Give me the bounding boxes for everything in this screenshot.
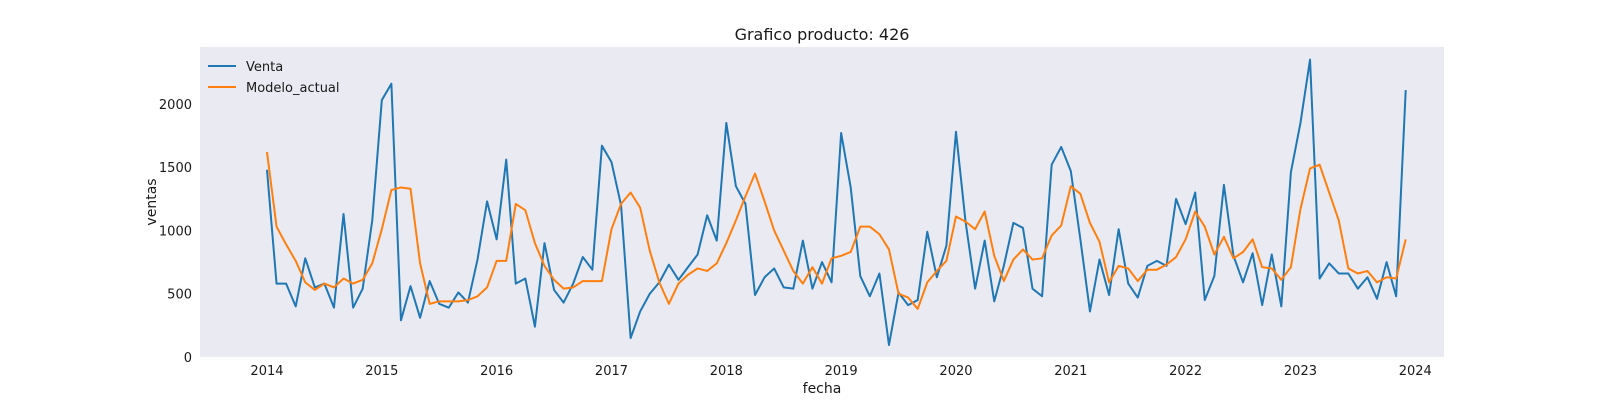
y-tick-label: 1500 <box>159 161 192 176</box>
series-line-venta <box>265 58 1407 346</box>
x-tick-label: 2021 <box>1054 364 1087 379</box>
x-tick-label: 2018 <box>710 364 743 379</box>
y-tick-label: 500 <box>167 288 192 303</box>
series-line-modelo-actual <box>265 151 1407 310</box>
plot-lines <box>265 58 1407 346</box>
x-tick-label: 2023 <box>1284 364 1317 379</box>
y-tick-label: 1000 <box>159 224 192 239</box>
legend: Venta Modelo_actual <box>208 60 340 96</box>
legend-label: Modelo_actual <box>246 81 340 96</box>
chart-title: Grafico producto: 426 <box>735 25 910 44</box>
x-tick-label: 2020 <box>939 364 972 379</box>
x-axis-label: fecha <box>803 381 842 397</box>
plot-background <box>200 47 1444 357</box>
x-axis-ticks: 2014 2015 2016 2017 2018 2019 2020 2021 2022 2023… <box>250 364 1431 379</box>
x-tick-label: 2022 <box>1169 364 1202 379</box>
x-tick-label: 2015 <box>365 364 398 379</box>
y-axis-ticks: 0 500 1000 1500 2000 <box>159 98 192 366</box>
x-tick-label: 2024 <box>1399 364 1432 379</box>
y-tick-label: 2000 <box>159 98 192 113</box>
x-tick-label: 2019 <box>825 364 858 379</box>
x-tick-label: 2016 <box>480 364 513 379</box>
y-axis-label: ventas <box>144 178 160 225</box>
x-tick-label: 2017 <box>595 364 628 379</box>
x-tick-label: 2014 <box>250 364 283 379</box>
legend-label: Venta <box>246 60 283 75</box>
y-tick-label: 0 <box>184 351 192 366</box>
